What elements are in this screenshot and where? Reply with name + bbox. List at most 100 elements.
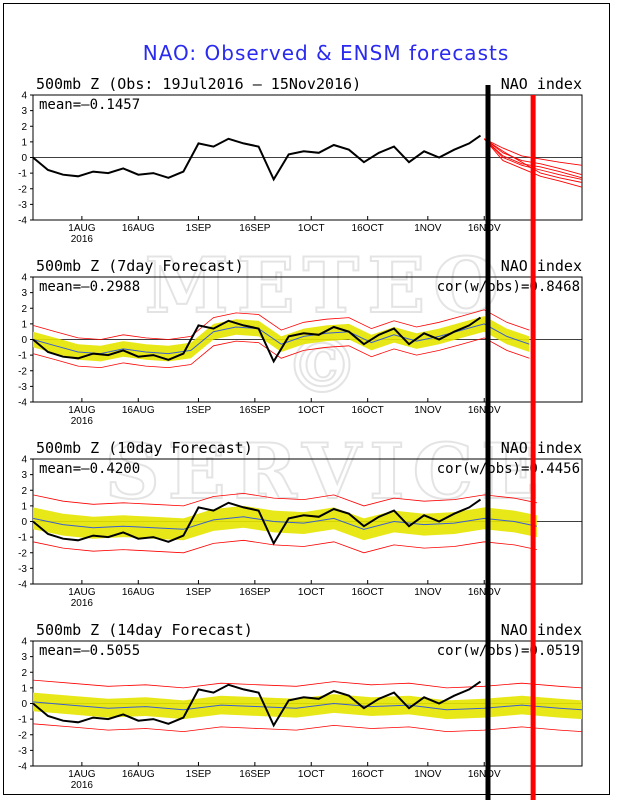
forecast-markers	[485, 85, 536, 800]
panel-4: 4 3 2 1 0 -1 -2 -3 -4 1AUG 16AUG 1SEP 16SEP 1OCT 16OCT…	[18, 621, 583, 791]
mean-label: mean=–0.4200	[39, 461, 140, 477]
ensemble-mean-line	[32, 701, 583, 711]
y-tick-label: 1	[21, 501, 27, 512]
x-tick-label: 16AUG	[122, 769, 155, 780]
x-tick-label: 1OCT	[298, 587, 325, 598]
x-tick-label: 1NOV	[414, 223, 442, 234]
y-tick-label: 4	[21, 637, 27, 648]
panel-title: 500mb Z (7day Forecast)	[36, 257, 244, 275]
mean-label: mean=–0.5055	[39, 643, 140, 659]
panel-3: 4 3 2 1 0 -1 -2 -3 -4 1AUG 16AUG 1SEP 16SEP 1OCT 16OCT…	[18, 439, 583, 609]
x-year-label: 2016	[71, 416, 94, 427]
watermark: METEO©SERVICE	[104, 240, 547, 517]
y-tick-label: 3	[21, 288, 27, 299]
x-tick-label: 1OCT	[298, 405, 325, 416]
figure-title: NAO: Observed & ENSM forecasts	[143, 41, 510, 65]
x-tick-label: 1SEP	[186, 405, 212, 416]
x-year-label: 2016	[71, 234, 94, 245]
x-tick-label: 16NOV	[468, 223, 501, 234]
x-tick-label: 1NOV	[414, 405, 442, 416]
y-tick-label: 3	[21, 652, 27, 663]
x-tick-label: 16SEP	[239, 405, 270, 416]
ensemble-mean-line	[32, 323, 530, 355]
y-tick-label: 1	[21, 683, 27, 694]
x-year-label: 2016	[71, 780, 94, 791]
y-tick-label: 2	[21, 486, 27, 497]
x-tick-label: 1OCT	[298, 223, 325, 234]
y-tick-label: 3	[21, 106, 27, 117]
y-tick-label: -3	[18, 564, 27, 575]
x-tick-label: 1SEP	[186, 769, 212, 780]
ensemble-spread-band	[33, 692, 582, 720]
y-tick-label: 2	[21, 668, 27, 679]
panel-title: 500mb Z (14day Forecast)	[36, 621, 253, 639]
y-tick-label: 0	[21, 153, 27, 164]
mean-label: mean=–0.1457	[39, 97, 140, 113]
observed-line	[32, 134, 482, 182]
x-tick-label: 1NOV	[414, 769, 442, 780]
y-tick-label: -4	[18, 398, 27, 409]
x-tick-label: 1SEP	[186, 223, 212, 234]
x-tick-label: 16NOV	[468, 769, 501, 780]
y-tick-label: 1	[21, 137, 27, 148]
x-tick-label: 1AUG	[68, 405, 95, 416]
x-tick-label: 1NOV	[414, 587, 442, 598]
y-tick-label: 3	[21, 470, 27, 481]
panel-1: 4 3 2 1 0 -1 -2 -3 -4 1AUG 16AUG 1SEP 16SEP 1OCT 16OCT…	[18, 75, 583, 245]
y-tick-label: -4	[18, 762, 27, 773]
y-tick-label: 1	[21, 319, 27, 330]
x-tick-label: 16AUG	[122, 587, 155, 598]
panel-title: 500mb Z (10day Forecast)	[36, 439, 253, 457]
observed-line	[32, 498, 482, 546]
ensemble-lower-envelope	[32, 539, 537, 554]
ensemble-upper-envelope	[32, 309, 530, 340]
panel-2: 4 3 2 1 0 -1 -2 -3 -4 1AUG 16AUG 1SEP 16SEP 1OCT 16OCT…	[18, 257, 583, 427]
x-tick-label: 16OCT	[352, 223, 384, 234]
y-tick-label: -1	[18, 715, 27, 726]
y-tick-label: -1	[18, 169, 27, 180]
panel-index-label: NAO index	[501, 257, 582, 275]
watermark-line-2: SERVICE	[105, 427, 547, 516]
x-tick-label: 16SEP	[239, 223, 270, 234]
ensemble-lower-envelope	[32, 723, 583, 733]
y-tick-label: 4	[21, 91, 27, 102]
ensemble-spread-band	[33, 316, 530, 362]
y-tick-label: 0	[21, 517, 27, 528]
y-tick-label: -4	[18, 216, 27, 227]
y-tick-label: -1	[18, 351, 27, 362]
y-tick-label: -2	[18, 184, 27, 195]
watermark-line-0: METEO	[145, 241, 508, 330]
y-tick-label: 4	[21, 455, 27, 466]
y-tick-label: -3	[18, 382, 27, 393]
x-tick-label: 16SEP	[239, 587, 270, 598]
ensemble-upper-envelope	[32, 492, 537, 507]
x-tick-label: 16OCT	[352, 405, 384, 416]
ensemble-upper-envelope	[32, 679, 583, 689]
y-tick-label: -4	[18, 580, 27, 591]
y-tick-label: -2	[18, 730, 27, 741]
x-tick-label: 16NOV	[468, 405, 501, 416]
x-tick-label: 16NOV	[468, 587, 501, 598]
mean-label: mean=–0.2988	[39, 279, 140, 295]
ensemble-lower-envelope	[32, 337, 530, 369]
panel-index-label: NAO index	[501, 439, 582, 457]
y-tick-label: 2	[21, 304, 27, 315]
x-tick-label: 16AUG	[122, 405, 155, 416]
y-tick-label: 0	[21, 699, 27, 710]
x-tick-label: 1OCT	[298, 769, 325, 780]
x-tick-label: 1AUG	[68, 587, 95, 598]
figure-frame	[3, 3, 610, 795]
x-tick-label: 1SEP	[186, 587, 212, 598]
x-tick-label: 16OCT	[352, 587, 384, 598]
y-tick-label: 2	[21, 122, 27, 133]
correlation-label: cor(w/obs)=0.8468	[437, 279, 580, 295]
x-year-label: 2016	[71, 598, 94, 609]
y-tick-label: -2	[18, 366, 27, 377]
panels: 4 3 2 1 0 -1 -2 -3 -4 1AUG 16AUG 1SEP 16SEP 1OCT 16OCT…	[18, 75, 583, 791]
y-tick-label: -2	[18, 548, 27, 559]
panel-title: 500mb Z (Obs: 19Jul2016 – 15Nov2016)	[36, 75, 361, 93]
panel-index-label: NAO index	[501, 621, 582, 639]
y-tick-label: 0	[21, 335, 27, 346]
